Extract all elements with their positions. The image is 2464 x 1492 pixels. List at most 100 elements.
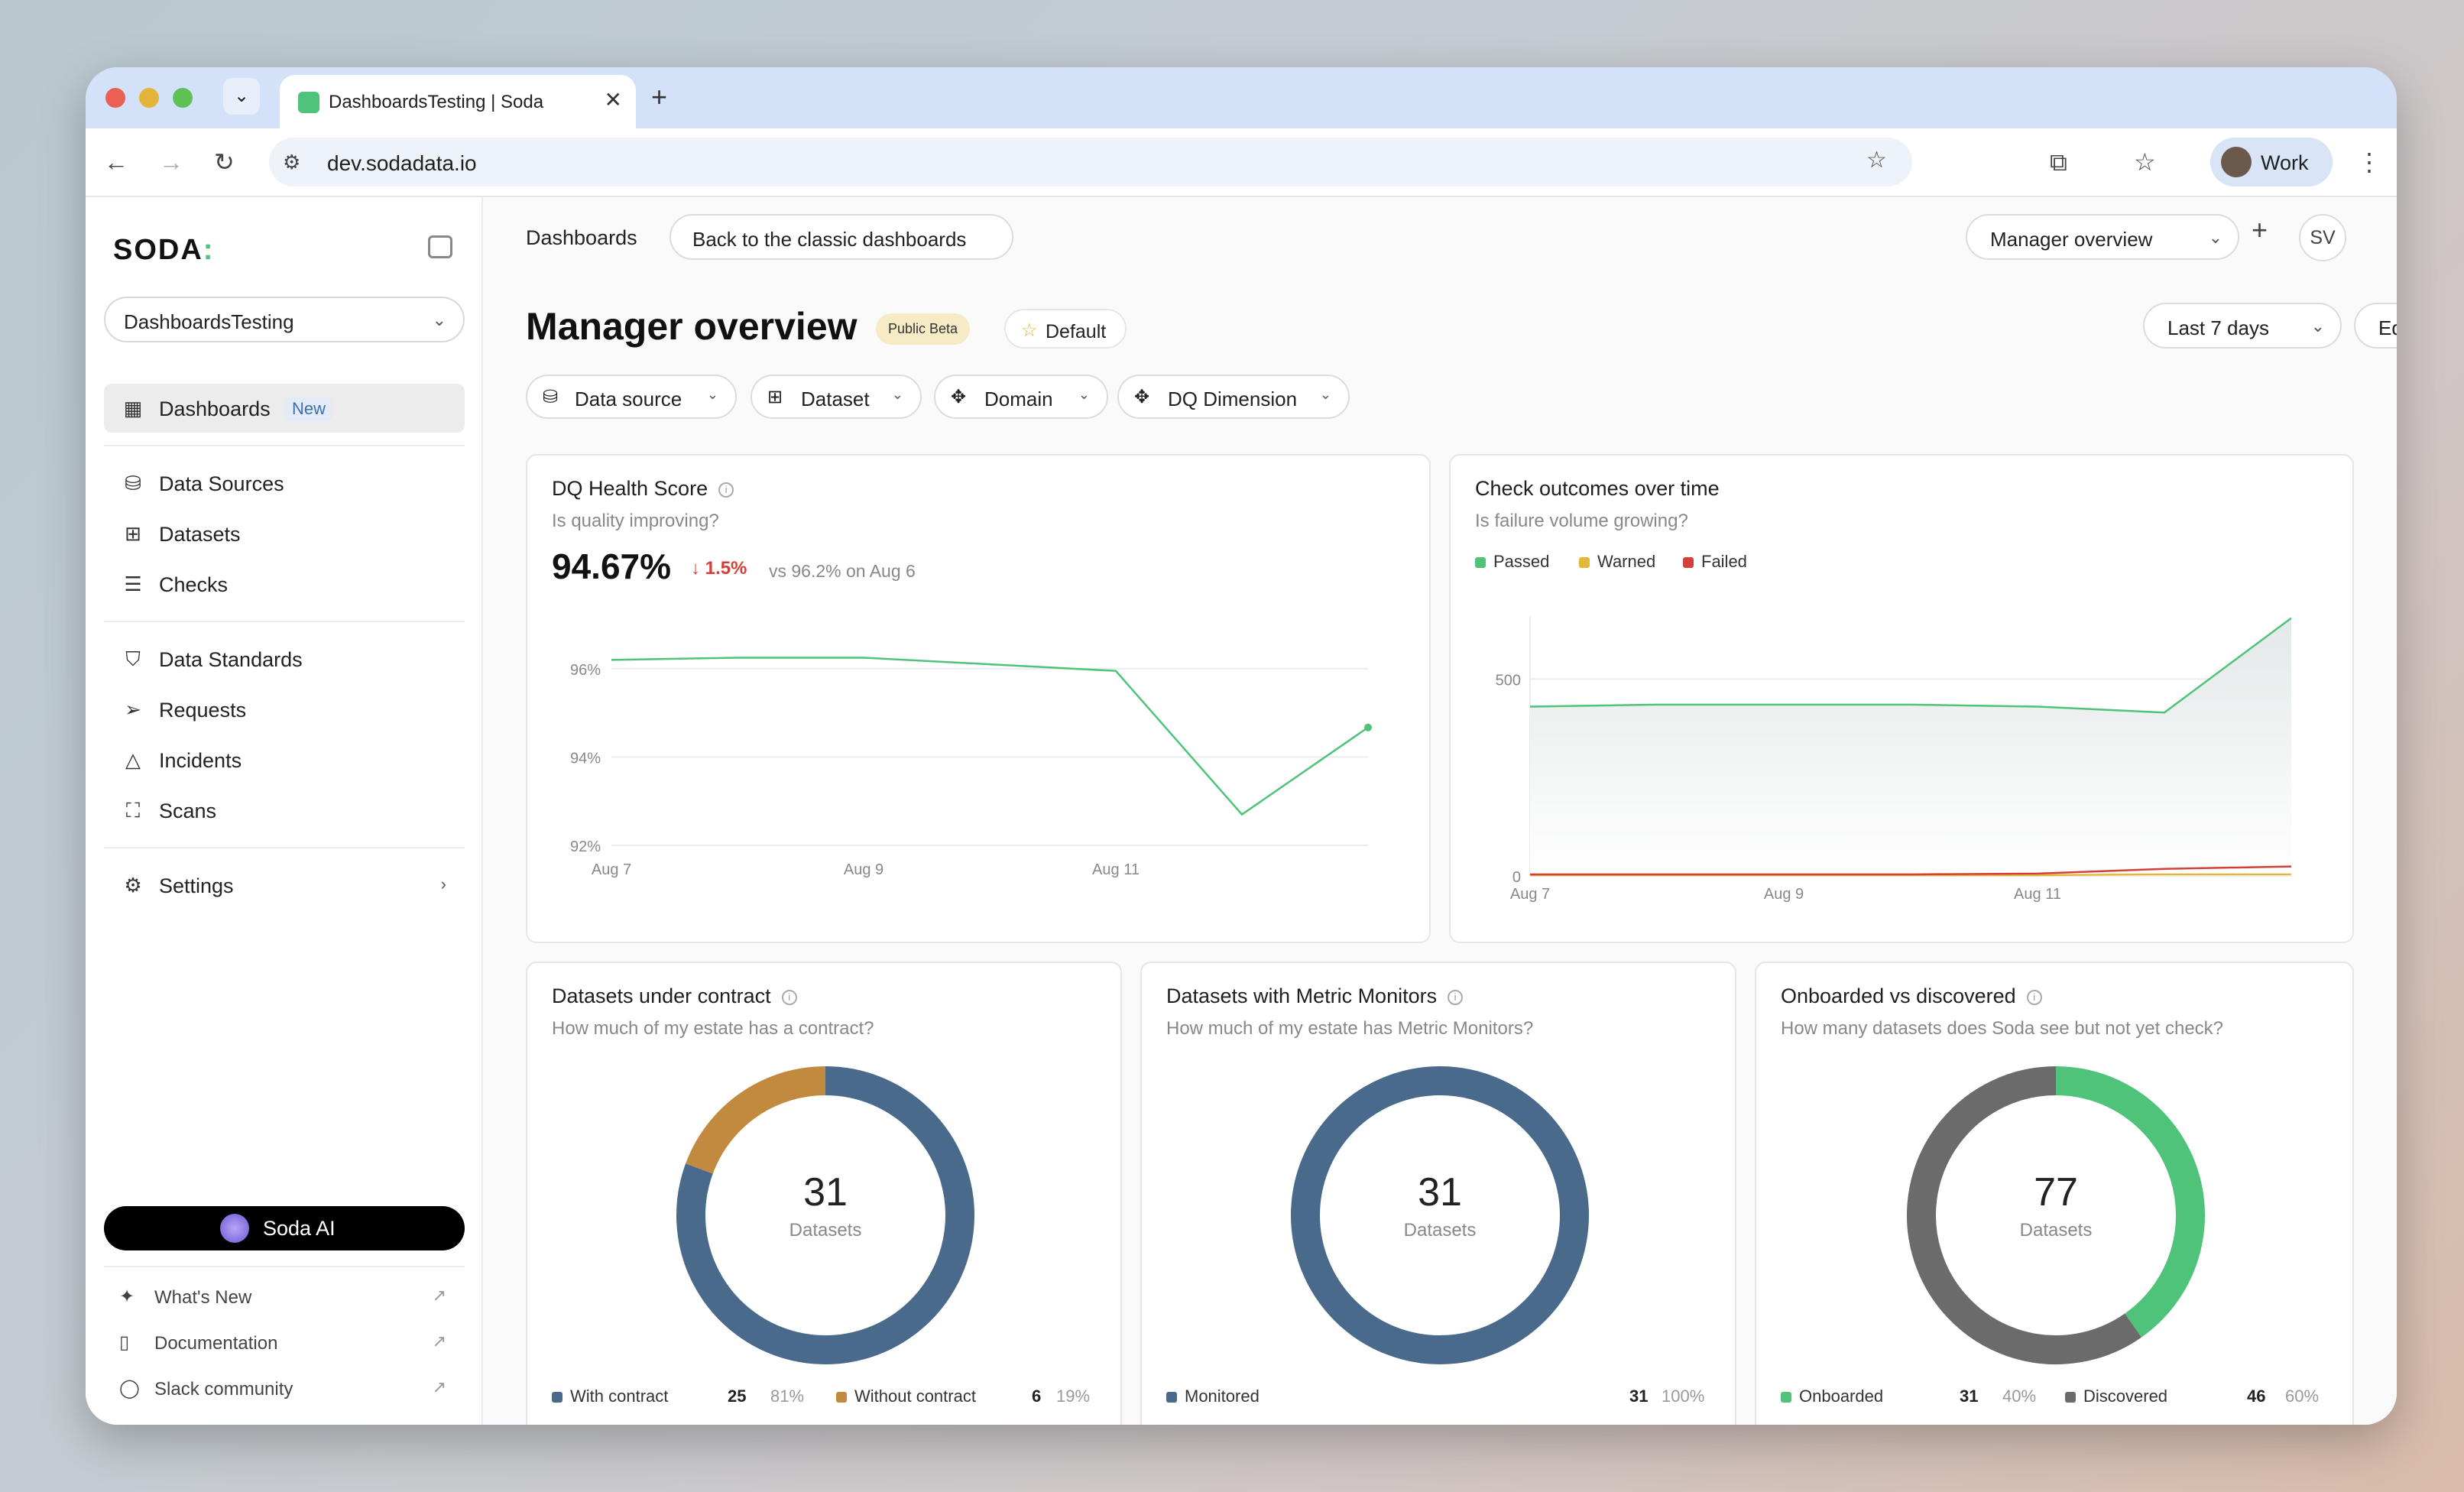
- y-tick-label: 92%: [570, 838, 601, 855]
- back-arrow-icon[interactable]: ←: [104, 148, 128, 176]
- classic-dashboards-label: Back to the classic dashboards: [692, 228, 967, 251]
- new-tab-button[interactable]: +: [651, 81, 668, 112]
- dashboard-grid-icon: ▦: [123, 397, 143, 420]
- soda-ai-button[interactable]: Soda AI: [104, 1206, 465, 1250]
- legend-count: 46: [2247, 1387, 2266, 1406]
- slack-community-link[interactable]: ◯ Slack community ↗: [104, 1370, 465, 1408]
- database-icon: ⛁: [543, 387, 559, 407]
- address-bar[interactable]: ⚙ dev.sodadata.io ☆: [269, 138, 1912, 186]
- sidebar-item-checks[interactable]: ☰ Checks: [104, 560, 465, 608]
- user-avatar[interactable]: SV: [2299, 214, 2346, 261]
- donut-center-label: Datasets: [2019, 1220, 2093, 1241]
- sidebar-item-label: Requests: [159, 699, 247, 722]
- tab-search-button[interactable]: ⌄: [223, 78, 260, 115]
- browser-toolbar: ← → ↻ ⚙ dev.sodadata.io ☆ ⧉ ☆ Work ⋮: [86, 128, 2397, 197]
- sidebar-item-data-standards[interactable]: ⛉ Data Standards: [104, 634, 465, 683]
- datasets-under-contract-card: Datasets under contract i How much of my …: [526, 962, 1122, 1425]
- info-icon[interactable]: i: [781, 989, 797, 1005]
- legend-count: 6: [1032, 1387, 1042, 1406]
- profile-button[interactable]: Work: [2210, 138, 2333, 186]
- data-source-filter[interactable]: ⛁ Data source ⌄: [526, 375, 737, 419]
- donut-center-value: 31: [803, 1170, 848, 1215]
- legend-label: Without contract: [854, 1387, 976, 1406]
- legend-monitored: Monitored: [1166, 1387, 1260, 1406]
- maximize-window-button[interactable]: [173, 88, 193, 108]
- table-icon: ⊞: [125, 522, 141, 545]
- active-tab[interactable]: DashboardsTesting | Soda ✕: [280, 75, 636, 128]
- minimize-window-button[interactable]: [139, 88, 159, 108]
- sidebar-item-label: Scans: [159, 800, 217, 822]
- card-title-text: Onboarded vs discovered: [1781, 984, 2016, 1007]
- dq-dimension-filter[interactable]: ✥ DQ Dimension ⌄: [1117, 375, 1350, 419]
- sidebar-item-data-sources[interactable]: ⛁ Data Sources: [104, 459, 465, 508]
- breadcrumb[interactable]: Dashboards: [526, 226, 637, 249]
- legend-warned: Warned: [1579, 552, 1655, 572]
- classic-dashboards-button[interactable]: Back to the classic dashboards: [669, 214, 1013, 260]
- card-subtitle: Is failure volume growing?: [1475, 511, 1688, 531]
- bookmark-star-icon[interactable]: ☆: [1866, 148, 1887, 173]
- bookmarks-icon[interactable]: ☆: [2134, 148, 2156, 176]
- legend-label: Passed: [1493, 552, 1550, 571]
- sidebar-item-settings[interactable]: ⚙ Settings ›: [104, 861, 465, 910]
- x-tick-label: Aug 9: [844, 861, 883, 878]
- legend-pct: 100%: [1662, 1387, 1705, 1406]
- check-outcomes-area-chart: 0 500 Aug 7 Aug 9 Aug 11: [1496, 616, 2292, 903]
- blue-swatch: [552, 1392, 563, 1403]
- reload-icon[interactable]: ↻: [214, 148, 235, 176]
- card-title: Onboarded vs discovered i: [1781, 984, 2042, 1008]
- sparkle-icon: ✦: [119, 1286, 135, 1307]
- soda-ai-label: Soda AI: [263, 1217, 336, 1240]
- page-title: Manager overview: [526, 305, 858, 348]
- legend-pct: 19%: [1056, 1387, 1091, 1406]
- chevron-down-icon: ⌄: [706, 387, 718, 402]
- default-badge[interactable]: ☆ Default: [1004, 309, 1127, 349]
- domain-filter[interactable]: ✥ Domain ⌄: [934, 375, 1108, 419]
- logo-dots-icon: :: [203, 234, 215, 266]
- site-settings-icon[interactable]: ⚙: [283, 151, 301, 174]
- sidebar-item-datasets[interactable]: ⊞ Datasets: [104, 509, 465, 558]
- sidebar-item-label: Data Standards: [159, 648, 303, 671]
- legend-pct: 81%: [770, 1387, 805, 1406]
- sidebar-item-label: Settings: [159, 874, 234, 897]
- sidebar-item-incidents[interactable]: △ Incidents: [104, 735, 465, 784]
- onboarded-donut-chart: [1907, 1066, 2205, 1364]
- info-icon[interactable]: i: [2026, 989, 2042, 1005]
- passed-area: [1530, 618, 2291, 876]
- whats-new-link[interactable]: ✦ What's New ↗: [104, 1278, 465, 1316]
- info-icon[interactable]: i: [1448, 989, 1464, 1005]
- x-tick-label: Aug 7: [592, 861, 631, 878]
- forward-arrow-icon[interactable]: →: [159, 148, 183, 176]
- documentation-link[interactable]: ▯ Documentation ↗: [104, 1324, 465, 1362]
- add-dashboard-icon[interactable]: +: [2252, 214, 2268, 245]
- sidebar-item-scans[interactable]: ⛶ Scans: [104, 786, 465, 835]
- workspace-select[interactable]: DashboardsTesting ⌄: [104, 297, 465, 342]
- health-score-value: 94.67%: [552, 547, 672, 586]
- dashboard-select[interactable]: Manager overview ⌄: [1966, 214, 2239, 260]
- info-icon[interactable]: i: [718, 482, 734, 498]
- divider: [104, 445, 465, 446]
- arrow-down-icon: ↓: [691, 558, 705, 579]
- filter-label: Data source: [575, 388, 682, 410]
- footer-link-label: Documentation: [154, 1333, 278, 1354]
- legend-failed: Failed: [1683, 552, 1747, 572]
- filter-label: Dataset: [801, 388, 870, 410]
- legend-label: Discovered: [2083, 1387, 2168, 1406]
- close-window-button[interactable]: [105, 88, 125, 108]
- edit-button[interactable]: Edit: [2354, 303, 2397, 349]
- soda-logo[interactable]: SODA:: [113, 234, 214, 267]
- shield-icon: ⛉: [125, 647, 141, 670]
- donut-center: 77 Datasets: [1979, 1169, 2132, 1241]
- close-tab-icon[interactable]: ✕: [604, 88, 622, 112]
- send-icon: ➢: [125, 698, 141, 721]
- onboarded-vs-discovered-card: Onboarded vs discovered i How many datase…: [1755, 962, 2354, 1425]
- extensions-icon[interactable]: ⧉: [2050, 148, 2067, 176]
- divider: [104, 621, 465, 622]
- date-range-select[interactable]: Last 7 days ⌄: [2143, 303, 2342, 349]
- dataset-filter[interactable]: ⊞ Dataset ⌄: [751, 375, 922, 419]
- sidebar-item-requests[interactable]: ➢ Requests: [104, 685, 465, 734]
- collapse-sidebar-icon[interactable]: [428, 235, 452, 258]
- browser-menu-icon[interactable]: ⋮: [2357, 148, 2381, 176]
- legend-label: Onboarded: [1799, 1387, 1884, 1406]
- sidebar-item-dashboards[interactable]: ▦ Dashboards New: [104, 384, 465, 433]
- chevron-down-icon: ⌄: [2208, 228, 2222, 247]
